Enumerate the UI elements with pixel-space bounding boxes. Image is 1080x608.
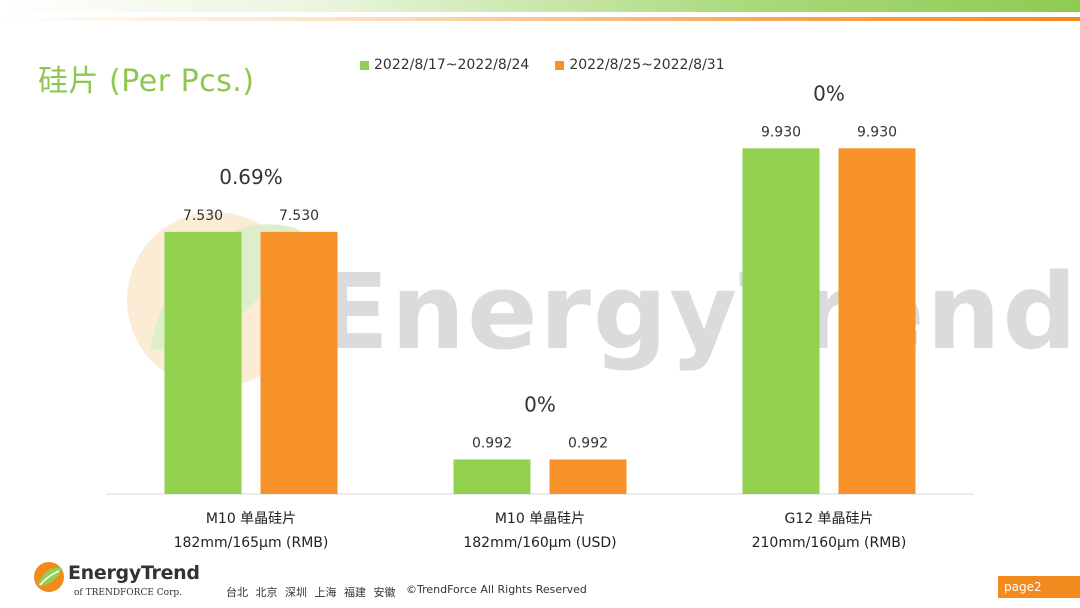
legend-label-week1: 2022/8/17~2022/8/24: [374, 57, 530, 73]
category-label-1-line-1: M10 单晶硅片: [206, 511, 296, 527]
category-label-1-line-2: 182mm/165μm (RMB): [174, 535, 329, 551]
top-decor-line: [0, 17, 1080, 21]
category-label-2-line-1: M10 单晶硅片: [495, 511, 585, 527]
data-label-1-series-1: 7.530: [183, 208, 223, 224]
bar-2-series-2: [549, 459, 627, 494]
bar-3-series-1: [742, 148, 820, 494]
bar-3-series-2: [838, 148, 916, 494]
page-title: 硅片 (Per Pcs.): [38, 64, 255, 99]
change-label-3: 0%: [813, 81, 845, 105]
data-label-2-series-1: 0.992: [472, 435, 512, 451]
office-cities: 台北 北京 深圳 上海 福建 安徽: [226, 586, 396, 599]
logo-subtitle: of TRENDFORCE Corp.: [74, 588, 182, 598]
logo-leaf-icon: [34, 562, 64, 592]
legend-swatch-week2: [555, 60, 565, 70]
data-label-1-series-2: 7.530: [279, 208, 319, 224]
change-label-2: 0%: [524, 392, 556, 416]
data-label-2-series-2: 0.992: [568, 435, 608, 451]
top-decor-band: [0, 0, 1080, 12]
company-logo: EnergyTrend of TRENDFORCE Corp.: [32, 558, 202, 602]
chart-legend: 2022/8/17~2022/8/24 2022/8/25~2022/8/31: [360, 57, 725, 73]
legend-item-week2: 2022/8/25~2022/8/31: [555, 57, 725, 73]
bar-1-series-1: [164, 231, 242, 494]
logo-name: EnergyTrend: [68, 562, 200, 584]
bar-1-series-2: [260, 231, 338, 494]
legend-label-week2: 2022/8/25~2022/8/31: [569, 57, 725, 73]
data-label-3-series-2: 9.930: [857, 124, 897, 140]
change-label-1: 0.69%: [219, 165, 283, 189]
legend-swatch-week1: [360, 60, 369, 70]
category-label-3-line-1: G12 单晶硅片: [784, 511, 873, 527]
watermark-text: EnergyTrend: [318, 251, 1079, 373]
legend-item-week1: 2022/8/17~2022/8/24: [360, 57, 529, 73]
bar-2-series-1: [453, 459, 531, 494]
page-number-badge: page2: [998, 576, 1080, 598]
category-label-2-line-2: 182mm/160μm (USD): [463, 535, 616, 551]
category-label-3-line-2: 210mm/160μm (RMB): [752, 535, 907, 551]
copyright-notice: ©TrendForce All Rights Reserved: [406, 583, 587, 596]
data-label-3-series-1: 9.930: [761, 124, 801, 140]
